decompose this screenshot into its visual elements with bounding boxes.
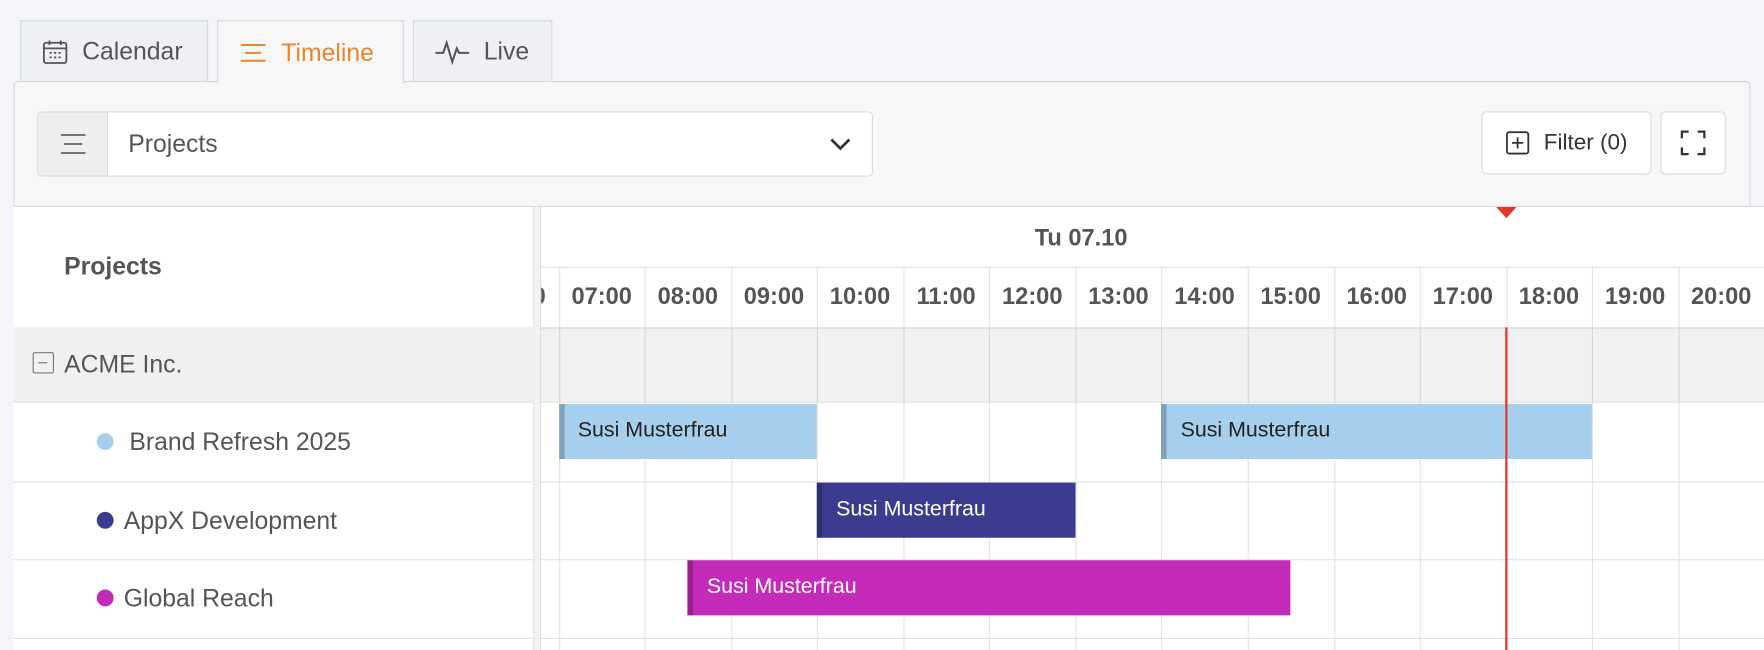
event-bar[interactable]: Susi Musterfrau <box>558 403 817 459</box>
hour-label: 20:00 <box>1690 283 1752 310</box>
hour-label: 14:00 <box>1174 283 1235 310</box>
header-divider <box>541 327 1764 329</box>
hour-label: 16:00 <box>1346 283 1407 310</box>
grid-line <box>816 266 819 650</box>
grid-line <box>1592 266 1594 650</box>
hour-label: 10:00 <box>829 283 891 310</box>
hour-label: 18:00 <box>1518 283 1580 310</box>
event-stripe <box>1161 403 1168 459</box>
color-dot <box>96 589 114 607</box>
minus <box>38 361 48 364</box>
resource-panel: Projects ACME Inc. Brand Refresh 2025 AppX… <box>13 207 535 650</box>
menu-icon <box>60 134 85 154</box>
row-divider <box>13 559 535 561</box>
header-divider <box>541 266 1764 268</box>
select-value: Projects <box>128 129 218 158</box>
hour-label: 07:00 <box>571 283 632 310</box>
collapse-toggle[interactable] <box>32 352 54 374</box>
group-row <box>13 327 535 403</box>
column-header: Projects <box>64 252 162 281</box>
hour-label: 06:00 <box>541 284 546 311</box>
row-divider <box>541 637 1764 639</box>
date-header: Tu 07.10 <box>1034 225 1128 251</box>
event-stripe <box>558 403 565 459</box>
hour-label: 12:00 <box>1002 283 1063 310</box>
event-label: Susi Musterfrau <box>836 496 986 521</box>
hour-label: 19:00 <box>1604 283 1666 310</box>
hour-label: 09:00 <box>743 283 805 310</box>
grid-line <box>1075 266 1077 650</box>
tab-label: Live <box>483 37 530 66</box>
tab-label: Calendar <box>82 37 183 66</box>
event-bar[interactable]: Susi Musterfrau <box>816 482 1076 538</box>
grid-line <box>903 266 905 650</box>
calendar-icon <box>42 40 68 64</box>
row-divider <box>13 480 535 483</box>
select-icon <box>38 112 108 176</box>
event-stripe <box>816 482 823 538</box>
row-name: Global Reach <box>123 583 274 612</box>
hour-label: 11:00 <box>916 283 976 310</box>
hour-label: 08:00 <box>657 283 719 310</box>
row-name: AppX Development <box>123 505 338 534</box>
group-name: ACME Inc. <box>64 349 183 378</box>
tab[interactable]: Calendar <box>20 20 209 83</box>
event-bar[interactable]: Susi Musterfrau <box>1161 403 1593 459</box>
splitter[interactable] <box>534 207 542 650</box>
hour-label: 13:00 <box>1088 283 1149 310</box>
hour-label: 15:00 <box>1260 283 1321 310</box>
grid-line <box>989 266 991 650</box>
color-dot <box>96 433 114 450</box>
event-label: Susi Musterfrau <box>577 418 728 443</box>
tab[interactable]: Live <box>412 20 553 83</box>
row-divider <box>13 637 535 639</box>
filter-button[interactable]: Filter (0) <box>1481 111 1652 175</box>
event-stripe <box>687 560 694 616</box>
fullscreen-icon <box>1680 130 1706 156</box>
event-bar[interactable]: Susi Musterfrau <box>687 560 1291 616</box>
now-line <box>1504 327 1508 650</box>
row-name: Brand Refresh 2025 <box>129 427 351 456</box>
view-select[interactable]: Projects <box>37 111 873 177</box>
chevron <box>830 138 851 151</box>
plus-icon <box>1506 131 1530 155</box>
scheduler: Projects ACME Inc. Brand Refresh 2025 AppX… <box>13 205 1764 650</box>
tab[interactable]: Timeline <box>217 20 404 84</box>
hour-label: 17:00 <box>1432 283 1494 310</box>
fullscreen-button[interactable] <box>1660 111 1726 175</box>
grid-line <box>1678 266 1680 650</box>
event-label: Susi Musterfrau <box>1180 418 1331 443</box>
row-divider <box>541 480 1764 483</box>
row-divider <box>541 559 1764 561</box>
timeline-area: Tu 07.10 06:00 07:00 08:00 09:00 10:00 11:00 1… <box>541 207 1764 650</box>
group-row <box>541 327 1764 403</box>
filter-label: Filter (0) <box>1543 129 1628 155</box>
live-icon <box>435 39 470 66</box>
color-dot <box>96 511 114 529</box>
tab-label: Timeline <box>281 37 374 66</box>
timeline-icon <box>240 43 266 62</box>
event-label: Susi Musterfrau <box>706 574 857 599</box>
now-marker <box>1495 207 1517 219</box>
